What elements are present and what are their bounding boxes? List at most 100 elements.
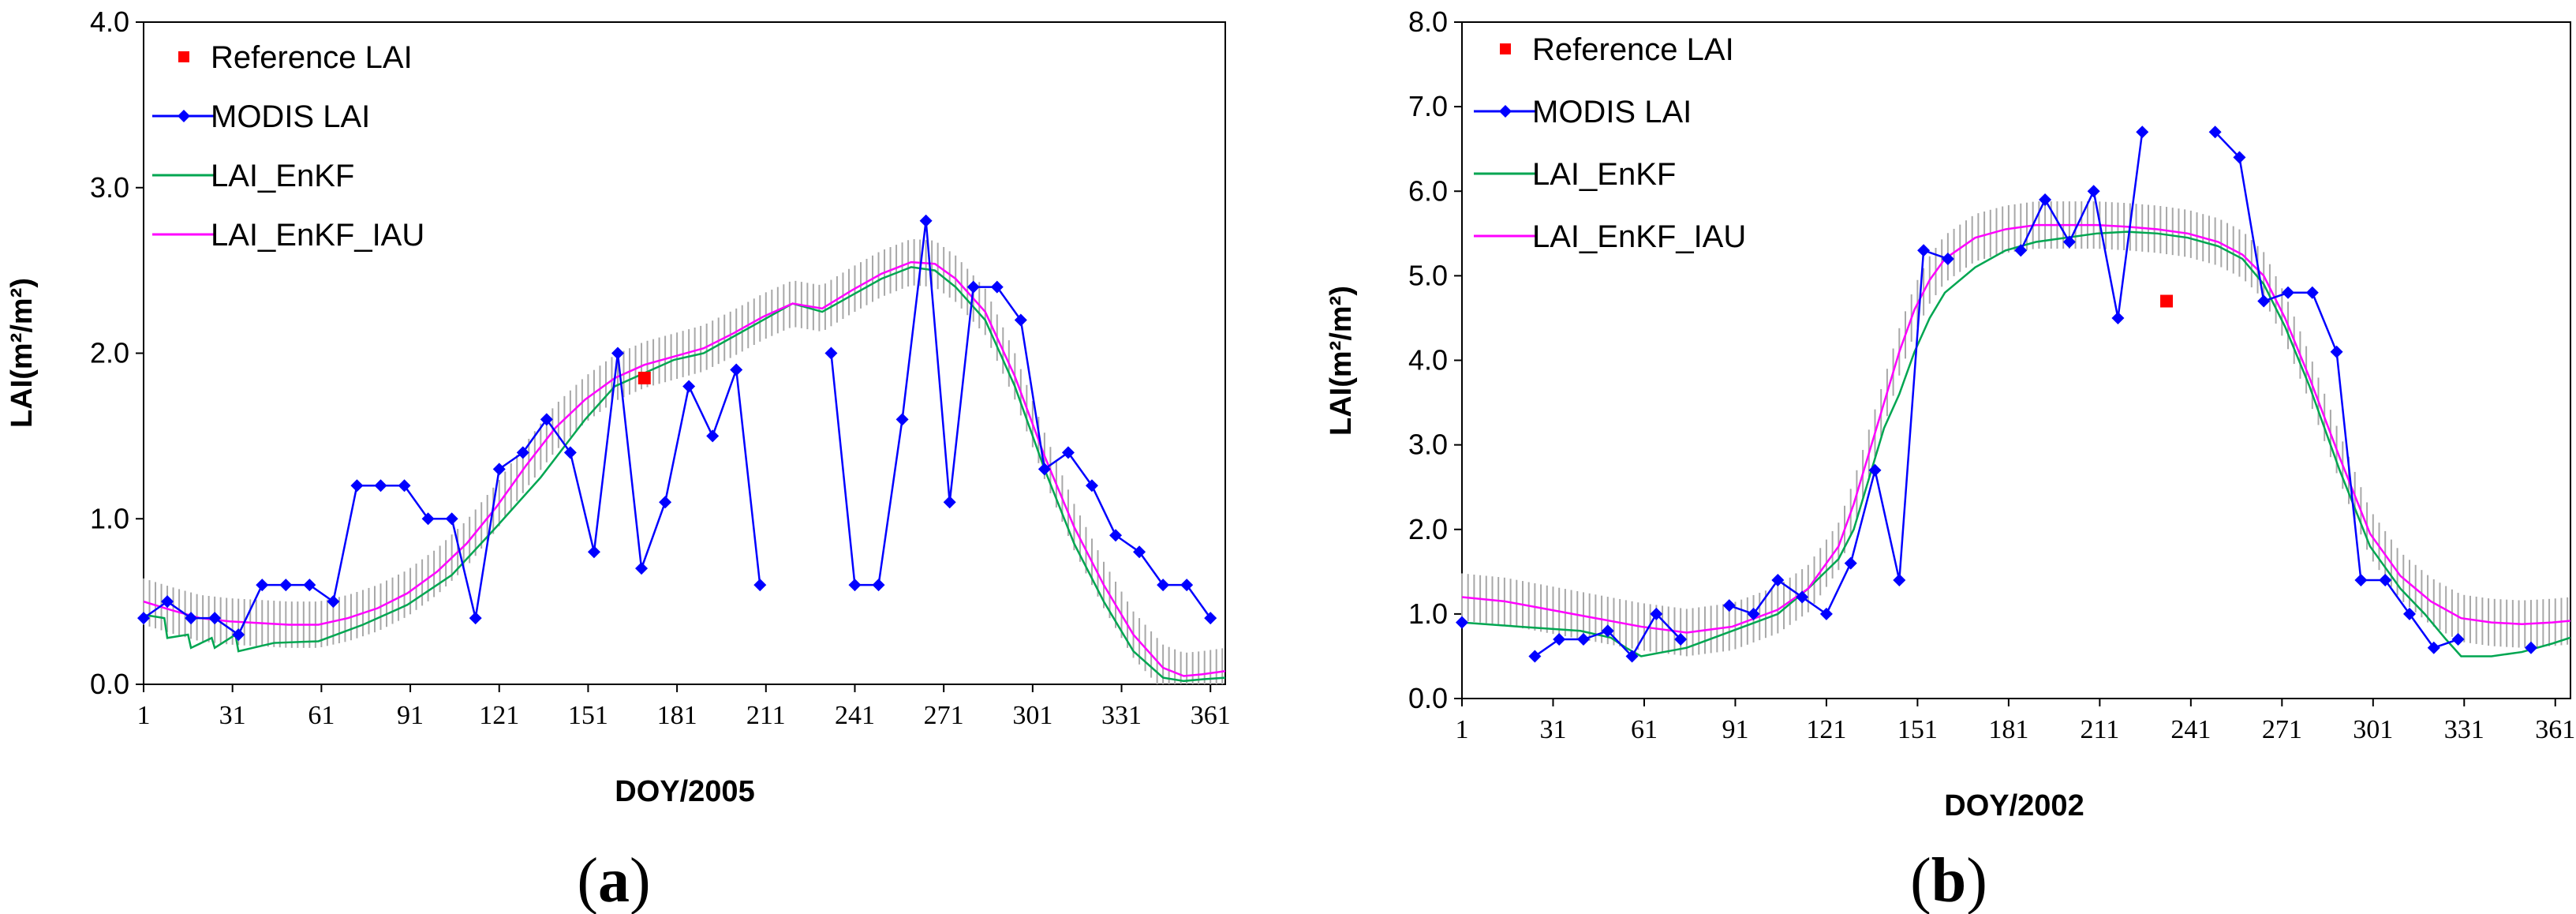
x-tick-label: 241 xyxy=(835,701,875,730)
x-tick-label: 31 xyxy=(219,701,246,730)
modis-point xyxy=(587,545,600,559)
panel-label-close: ) xyxy=(1966,846,1987,914)
modis-point xyxy=(1061,446,1075,459)
y-tick-label: 4.0 xyxy=(90,6,129,38)
x-tick-label: 271 xyxy=(2262,715,2302,744)
panel-label-open: ( xyxy=(1910,846,1931,914)
modis-point xyxy=(1038,463,1051,476)
modis-point xyxy=(848,579,862,592)
x-tick-label: 91 xyxy=(397,701,424,730)
modis-point xyxy=(327,595,340,609)
modis-point xyxy=(1133,545,1146,559)
modis-point xyxy=(208,612,222,625)
modis-point xyxy=(1528,650,1542,663)
modis-line-segment xyxy=(2020,132,2144,319)
modis-point xyxy=(1747,607,1760,620)
modis-point xyxy=(1085,479,1098,493)
modis-point xyxy=(1601,624,1614,638)
modis-point xyxy=(753,579,767,592)
modis-point xyxy=(256,579,269,592)
y-tick-label: 0.0 xyxy=(90,668,129,700)
modis-point xyxy=(350,479,364,493)
x-tick-label: 1 xyxy=(1456,715,1469,744)
y-tick-label: 8.0 xyxy=(1408,6,1448,38)
chart-1: 0.0 1.0 2.0 3.0 4.0 5.0 6.0 7.0 8.0 1 31 61 91 121 151… xyxy=(1325,6,2575,914)
x-tick-label: 31 xyxy=(1539,715,1566,744)
legend-entry: MODIS LAI xyxy=(211,99,370,134)
modis-point xyxy=(2330,345,2343,358)
enkf-iau-line xyxy=(143,260,1226,677)
modis-point xyxy=(1014,313,1027,327)
x-tick-label: 181 xyxy=(657,701,697,730)
x-axis-label: DOY/2002 xyxy=(1944,789,2084,822)
y-tick-label: 1.0 xyxy=(90,502,129,534)
modis-point xyxy=(1819,607,1833,620)
reference-point xyxy=(637,371,651,384)
modis-point xyxy=(2451,633,2465,646)
modis-point xyxy=(1796,590,1809,604)
modis-point xyxy=(943,496,956,509)
modis-point xyxy=(492,463,506,476)
modis-line-segment xyxy=(1729,249,1949,616)
y-axis-label: LAI(m²/m²) xyxy=(1325,286,1358,436)
x-tick-label: 61 xyxy=(1631,715,1658,744)
modis-point xyxy=(611,346,624,360)
legend-entry: LAI_EnKF xyxy=(1532,157,1676,192)
x-tick-label: 121 xyxy=(479,701,519,730)
uncertainty-band xyxy=(143,239,1224,684)
modis-point xyxy=(1456,616,1468,629)
x-axis-label: DOY/2005 xyxy=(615,775,754,808)
y-axis-label: LAI(m²/m²) xyxy=(6,278,39,428)
modis-point xyxy=(1157,579,1170,592)
x-tick-label: 121 xyxy=(1806,715,1846,744)
legend-entry: LAI_EnKF_IAU xyxy=(211,218,424,253)
modis-point xyxy=(2257,294,2271,308)
modis-point xyxy=(2282,286,2295,299)
modis-point xyxy=(421,512,435,526)
x-tick-label: 151 xyxy=(568,701,608,730)
modis-point xyxy=(1650,607,1663,620)
modis-point xyxy=(540,413,553,426)
enkf-line xyxy=(143,266,1226,683)
x-tick-label: 151 xyxy=(1897,715,1938,744)
modis-point xyxy=(1674,633,1688,646)
modis-point xyxy=(1771,574,1785,587)
x-tick-label: 241 xyxy=(2170,715,2211,744)
modis-point xyxy=(824,346,838,360)
modis-point xyxy=(2379,574,2392,587)
modis-point xyxy=(2233,151,2246,164)
modis-point xyxy=(1722,599,1736,612)
modis-point xyxy=(872,579,885,592)
modis-point xyxy=(185,612,198,625)
x-tick-label: 331 xyxy=(2444,715,2484,744)
modis-point xyxy=(659,496,672,509)
modis-point xyxy=(730,363,743,376)
modis-point xyxy=(279,579,293,592)
legend-entry: Reference LAI xyxy=(1532,32,1734,67)
modis-point xyxy=(2305,286,2319,299)
y-tick-label: 3.0 xyxy=(90,171,129,204)
modis-point xyxy=(966,280,980,294)
modis-point xyxy=(2208,125,2222,139)
modis-point xyxy=(303,579,316,592)
x-tick-label: 301 xyxy=(2353,715,2393,744)
modis-point xyxy=(2402,607,2416,620)
y-tick-label: 6.0 xyxy=(1408,174,1448,207)
x-tick-label: 361 xyxy=(1191,701,1231,730)
y-tick-label: 3.0 xyxy=(1408,429,1448,461)
x-tick-label: 271 xyxy=(924,701,964,730)
modis-point xyxy=(990,280,1004,294)
modis-point xyxy=(895,413,909,426)
modis-point xyxy=(1576,633,1590,646)
modis-point xyxy=(635,562,649,575)
modis-point xyxy=(374,479,387,493)
panel-label-letter: b xyxy=(1931,846,1967,914)
modis-point xyxy=(2427,641,2440,654)
modis-point xyxy=(2014,244,2028,257)
modis-point xyxy=(445,512,458,526)
modis-point xyxy=(1844,556,1857,570)
enkf-line xyxy=(1461,230,2571,657)
chart-0: 0.0 1.0 2.0 3.0 4.0 1 31 61 91 121 151 181 211 241 271… xyxy=(6,6,1231,914)
modis-point xyxy=(398,479,411,493)
x-tick-label: 1 xyxy=(137,701,151,730)
